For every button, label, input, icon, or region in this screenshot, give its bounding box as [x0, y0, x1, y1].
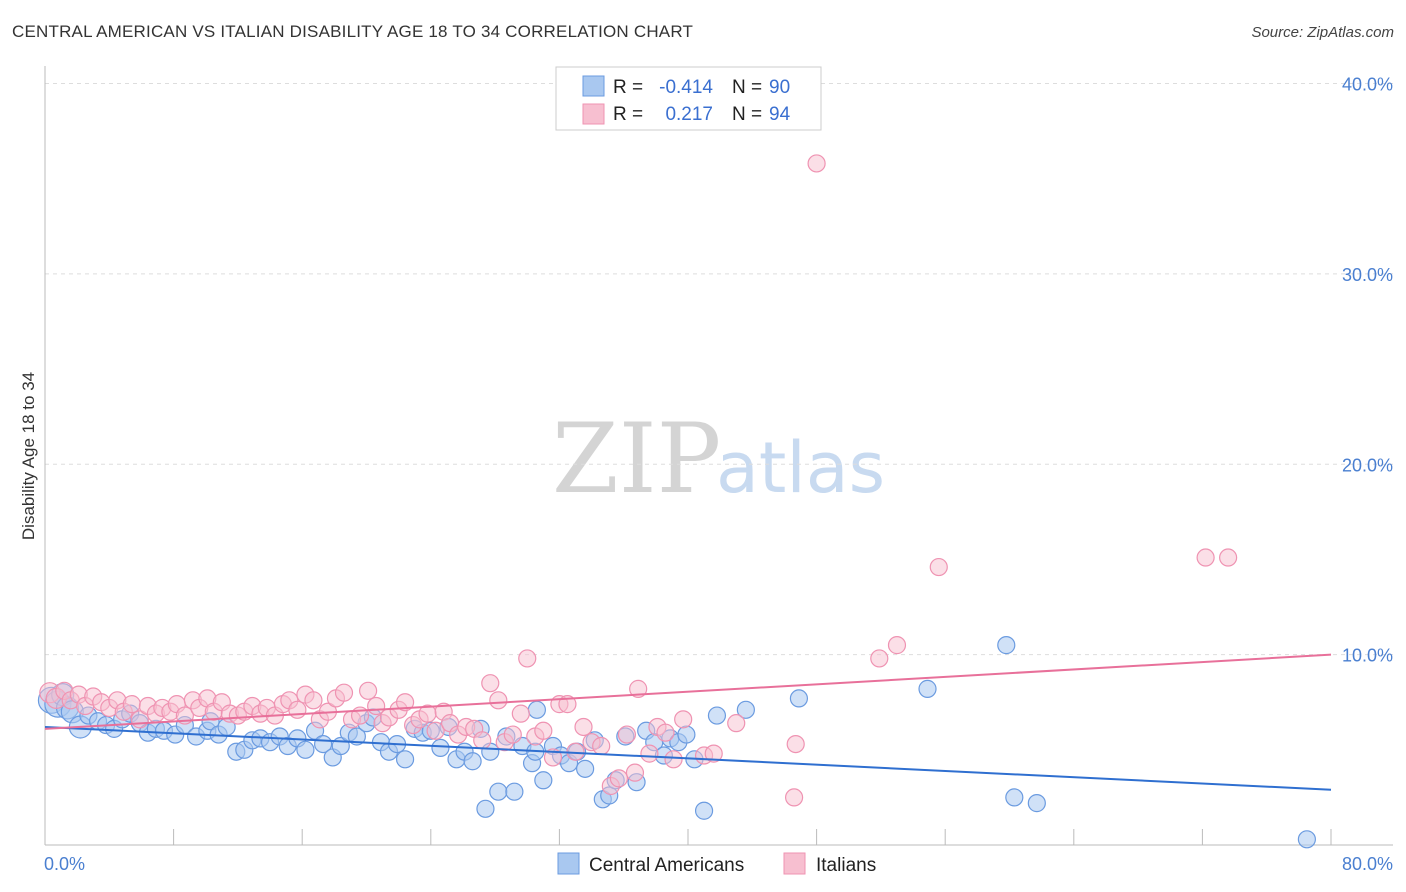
data-point-italians [704, 744, 723, 763]
y-tick-label: 40.0% [1342, 75, 1393, 95]
source-label: Source: ZipAtlas.com [1251, 24, 1394, 41]
data-point-central-americans [489, 782, 508, 801]
data-point-italians [592, 736, 611, 756]
data-point-italians [426, 721, 445, 740]
data-point-central-americans [789, 689, 809, 708]
data-point-central-americans [1027, 794, 1046, 813]
legend-swatch-blue [582, 75, 605, 97]
data-point-italians [870, 649, 889, 668]
data-point-italians [574, 717, 593, 737]
y-axis-tick-labels: 10.0% 20.0% 30.0% 40.0% [1342, 75, 1393, 666]
data-point-central-americans [1297, 830, 1316, 849]
data-point-italians [656, 723, 675, 742]
data-point-italians [122, 695, 141, 714]
data-point-italians [625, 763, 645, 782]
legend-n-value-1: 90 [769, 77, 790, 98]
series-italians [39, 154, 1238, 807]
legend-r-value-2: 0.217 [665, 104, 713, 125]
legend-n-label-1: N = [732, 77, 762, 98]
legend-n-label-2: N = [732, 104, 762, 125]
trend-line-central-americans [44, 725, 1332, 791]
data-point-central-americans [476, 799, 495, 818]
data-point-central-americans [431, 738, 450, 758]
legend-r-value-1: -0.414 [659, 77, 713, 98]
legend-swatch-pink [582, 103, 605, 125]
data-point-italians [1219, 548, 1238, 567]
data-point-central-americans [347, 727, 366, 746]
data-point-italians [1196, 548, 1215, 567]
data-point-italians [727, 714, 746, 733]
x-tick-label: 80.0% [1342, 854, 1393, 874]
trend-lines [44, 653, 1332, 791]
data-point-central-americans [527, 700, 546, 719]
legend-r-label-2: R = [613, 104, 643, 125]
bottom-legend-label-italians: Italians [816, 855, 876, 876]
data-point-italians [807, 154, 826, 173]
data-point-italians [359, 681, 378, 700]
data-point-central-americans [576, 759, 595, 778]
data-point-italians [786, 735, 805, 754]
data-point-central-americans [534, 771, 553, 790]
bottom-legend-swatch-blue [557, 852, 580, 875]
y-tick-label: 30.0% [1342, 265, 1393, 285]
gridlines [45, 83, 1393, 656]
data-point-italians [534, 721, 553, 740]
data-point-central-americans [395, 750, 415, 769]
watermark-zip: ZIP [552, 403, 721, 515]
data-point-italians [511, 704, 530, 723]
data-point-central-americans [296, 740, 315, 759]
data-point-italians [334, 683, 354, 702]
data-point-italians [784, 788, 804, 807]
x-axis-ticks [44, 829, 1332, 845]
data-point-central-americans [707, 706, 727, 725]
data-point-central-americans [694, 801, 714, 820]
chart-title: CENTRAL AMERICAN VS ITALIAN DISABILITY A… [12, 22, 694, 41]
data-point-italians [395, 693, 415, 712]
data-point-italians [674, 710, 693, 729]
series-central-americans [37, 636, 1316, 849]
data-point-italians [929, 557, 948, 577]
data-point-central-americans [505, 782, 524, 801]
x-tick-label: 0.0% [44, 854, 85, 874]
legend-n-value-2: 94 [769, 104, 791, 125]
data-point-central-americans [997, 636, 1016, 655]
data-point-italians [629, 679, 648, 698]
data-point-central-americans [463, 752, 482, 771]
bottom-legend-swatch-pink [783, 852, 806, 875]
data-point-central-americans [677, 725, 696, 744]
data-point-italians [481, 674, 500, 693]
trend-line-italians [44, 653, 1332, 730]
axes [44, 66, 1393, 846]
legend-r-label-1: R = [613, 77, 643, 98]
data-point-central-americans [1005, 788, 1024, 807]
data-point-central-americans [918, 679, 937, 698]
x-axis-tick-labels: 0.0% 80.0% [44, 854, 1393, 874]
y-tick-label: 10.0% [1342, 646, 1393, 666]
series-legend: Central Americans Italians [557, 852, 876, 876]
data-point-italians [887, 636, 907, 655]
data-point-italians [664, 750, 683, 769]
y-tick-label: 20.0% [1342, 455, 1393, 475]
data-point-italians [609, 769, 628, 788]
data-point-italians [543, 748, 563, 767]
data-point-italians [617, 725, 637, 744]
data-point-italians [640, 744, 659, 763]
data-point-italians [518, 649, 537, 668]
bottom-legend-label-central-americans: Central Americans [589, 855, 744, 876]
data-point-italians [304, 691, 323, 710]
data-point-italians [473, 731, 492, 750]
data-point-italians [503, 725, 522, 744]
data-point-italians [489, 691, 508, 710]
data-point-italians [288, 700, 307, 719]
correlation-legend: R = -0.414 N = 90 R = 0.217 N = 94 [555, 66, 822, 131]
data-point-central-americans [736, 700, 755, 719]
y-axis-title: Disability Age 18 to 34 [19, 372, 38, 540]
watermark-atlas: atlas [716, 427, 885, 509]
